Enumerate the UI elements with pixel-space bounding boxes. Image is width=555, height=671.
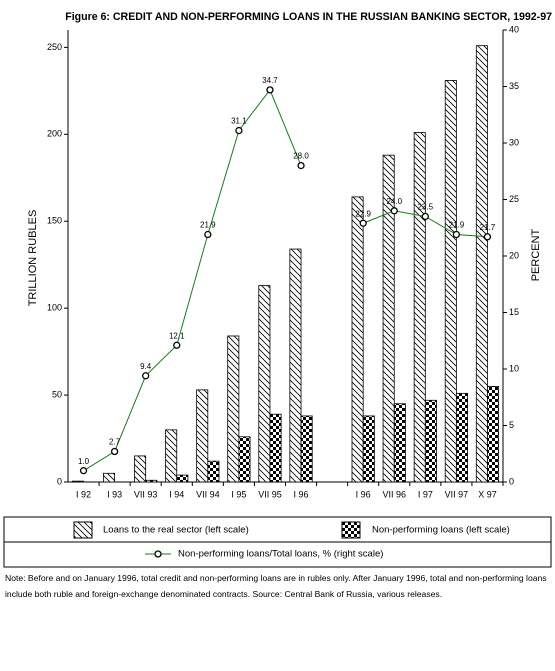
- x-tick-label: VII 95: [258, 489, 282, 499]
- x-tick-label: I 94: [169, 489, 184, 499]
- bar: [196, 389, 209, 483]
- bar: [71, 480, 84, 483]
- data-label: 9.4: [140, 362, 152, 371]
- x-tick-label: VII 96: [382, 489, 406, 499]
- y-tick-label: 50: [52, 389, 62, 399]
- x-tick-label: X 97: [478, 489, 497, 499]
- bar: [393, 403, 406, 483]
- bar: [238, 436, 251, 483]
- bar: [269, 413, 282, 483]
- bar: [424, 399, 437, 483]
- bar: [103, 472, 116, 483]
- line-point: [173, 341, 181, 349]
- x-tick-label: I 97: [418, 489, 433, 499]
- bar: [351, 196, 364, 483]
- bar: [289, 248, 302, 483]
- legend-marker: [154, 550, 162, 558]
- y-axis-title: TRILLION RUBLES: [27, 210, 39, 307]
- line-point: [359, 219, 367, 227]
- x-tick-label: I 92: [76, 489, 91, 499]
- y2-axis-title: PERCENT: [530, 228, 542, 281]
- y-tick-label: 200: [47, 129, 62, 139]
- bar: [176, 474, 189, 483]
- y2-tick-label: 0: [509, 476, 514, 486]
- line-point: [390, 207, 398, 215]
- data-label: 22.9: [355, 209, 371, 218]
- y2-tick-label: 35: [509, 81, 519, 91]
- bar: [362, 415, 375, 483]
- line-point: [204, 230, 212, 239]
- legend-label: Loans to the real sector (left scale): [103, 525, 249, 536]
- data-label: 1.0: [78, 457, 90, 466]
- data-label: 24.0: [386, 197, 402, 206]
- bar: [382, 154, 395, 483]
- bar: [227, 335, 240, 483]
- line-point: [142, 372, 150, 380]
- line-point: [483, 233, 492, 241]
- data-label: 12.1: [169, 331, 185, 340]
- x-tick-label: VII 94: [196, 489, 220, 499]
- x-tick-label: VII 97: [445, 489, 469, 499]
- line-point: [421, 212, 429, 221]
- y-tick-label: 0: [57, 476, 62, 486]
- data-label: 28.0: [293, 152, 309, 161]
- y2-tick-label: 5: [509, 420, 514, 430]
- legend-swatch: [73, 521, 93, 539]
- line-point: [235, 126, 243, 135]
- chart: Figure 6: CREDIT AND NON-PERFORMING LOAN…: [3, 11, 552, 568]
- y-tick-label: 150: [47, 216, 62, 226]
- bar: [134, 455, 147, 483]
- y2-tick-label: 30: [509, 137, 519, 147]
- y2-tick-label: 40: [509, 24, 519, 34]
- data-label: 34.7: [262, 76, 278, 85]
- line-point: [266, 86, 274, 94]
- y2-tick-label: 25: [509, 194, 519, 204]
- data-label: 21.9: [200, 221, 216, 230]
- bar: [258, 285, 271, 483]
- bar: [455, 392, 468, 483]
- data-label: 21.9: [449, 221, 465, 230]
- bar: [145, 479, 158, 483]
- line-point: [110, 447, 119, 456]
- data-label: 31.1: [231, 117, 247, 126]
- data-label: 23.5: [418, 203, 434, 212]
- note: Note: Before and on January 1996, total …: [5, 573, 547, 599]
- x-tick-label: I 96: [294, 489, 309, 499]
- data-label: 2.7: [109, 438, 121, 447]
- x-tick-label: I 96: [356, 489, 371, 499]
- y2-tick-label: 20: [509, 250, 519, 260]
- line-point: [297, 161, 305, 170]
- bar: [444, 80, 457, 483]
- y-tick-label: 100: [47, 303, 62, 313]
- bar: [475, 45, 488, 483]
- data-label: 21.7: [480, 223, 496, 232]
- legend-swatch: [341, 521, 361, 539]
- y2-tick-label: 15: [509, 307, 519, 317]
- legend-label: Non-performing loans (left scale): [372, 525, 510, 536]
- y2-tick-label: 10: [509, 363, 519, 373]
- chart-title: Figure 6: CREDIT AND NON-PERFORMING LOAN…: [65, 11, 552, 23]
- legend-label: Non-performing loans/Total loans, % (rig…: [178, 549, 383, 560]
- bar: [487, 385, 500, 483]
- line-point: [79, 467, 88, 475]
- bar: [207, 460, 220, 483]
- y-tick-label: 250: [47, 42, 62, 52]
- line-point: [452, 230, 461, 239]
- x-tick-label: VII 93: [134, 489, 158, 499]
- bar: [413, 132, 426, 483]
- bar: [165, 429, 178, 483]
- x-tick-label: I 95: [231, 489, 246, 499]
- bar: [300, 415, 313, 483]
- x-tick-label: I 93: [107, 489, 122, 499]
